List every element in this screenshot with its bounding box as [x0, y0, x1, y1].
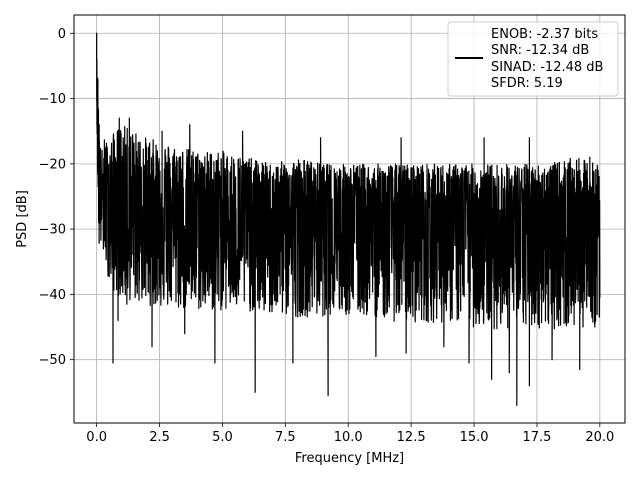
x-tick-label: 7.5 — [275, 430, 296, 445]
x-axis-label: Frequency [MHz] — [295, 451, 404, 466]
legend-snr: SNR: -12.34 dB — [491, 43, 589, 58]
y-tick-label: −50 — [39, 353, 66, 368]
x-axis-ticks: 0.0 2.5 5.0 7.5 10.0 12.5 15.0 17.5 20.0 — [86, 423, 614, 445]
y-axis-label: PSD [dB] — [15, 190, 30, 248]
y-tick-label: −20 — [39, 157, 66, 172]
x-tick-label: 2.5 — [149, 430, 170, 445]
legend-box — [447, 21, 619, 97]
x-tick-label: 5.0 — [212, 430, 233, 445]
psd-series-line — [96, 32, 601, 406]
y-tick-label: −10 — [39, 92, 66, 107]
y-tick-label: 0 — [58, 27, 66, 42]
x-tick-label: 17.5 — [522, 430, 551, 445]
x-tick-label: 12.5 — [397, 430, 426, 445]
y-tick-label: −30 — [39, 223, 66, 238]
axes-frame — [73, 14, 626, 424]
legend-sinad: SINAD: -12.48 dB — [491, 60, 603, 75]
x-tick-label: 0.0 — [86, 430, 107, 445]
x-tick-label: 20.0 — [585, 430, 614, 445]
legend-sfdr: SFDR: 5.19 — [491, 76, 563, 91]
y-tick-label: −40 — [39, 288, 66, 303]
x-tick-label: 15.0 — [460, 430, 489, 445]
legend: ENOB: -2.37 bits SNR: -12.34 dB SINAD: -… — [447, 21, 619, 97]
y-axis-ticks: 0 −10 −20 −30 −40 −50 — [39, 27, 74, 368]
psd-trace — [96, 32, 601, 406]
legend-enob: ENOB: -2.37 bits — [491, 27, 598, 42]
x-tick-label: 10.0 — [334, 430, 363, 445]
